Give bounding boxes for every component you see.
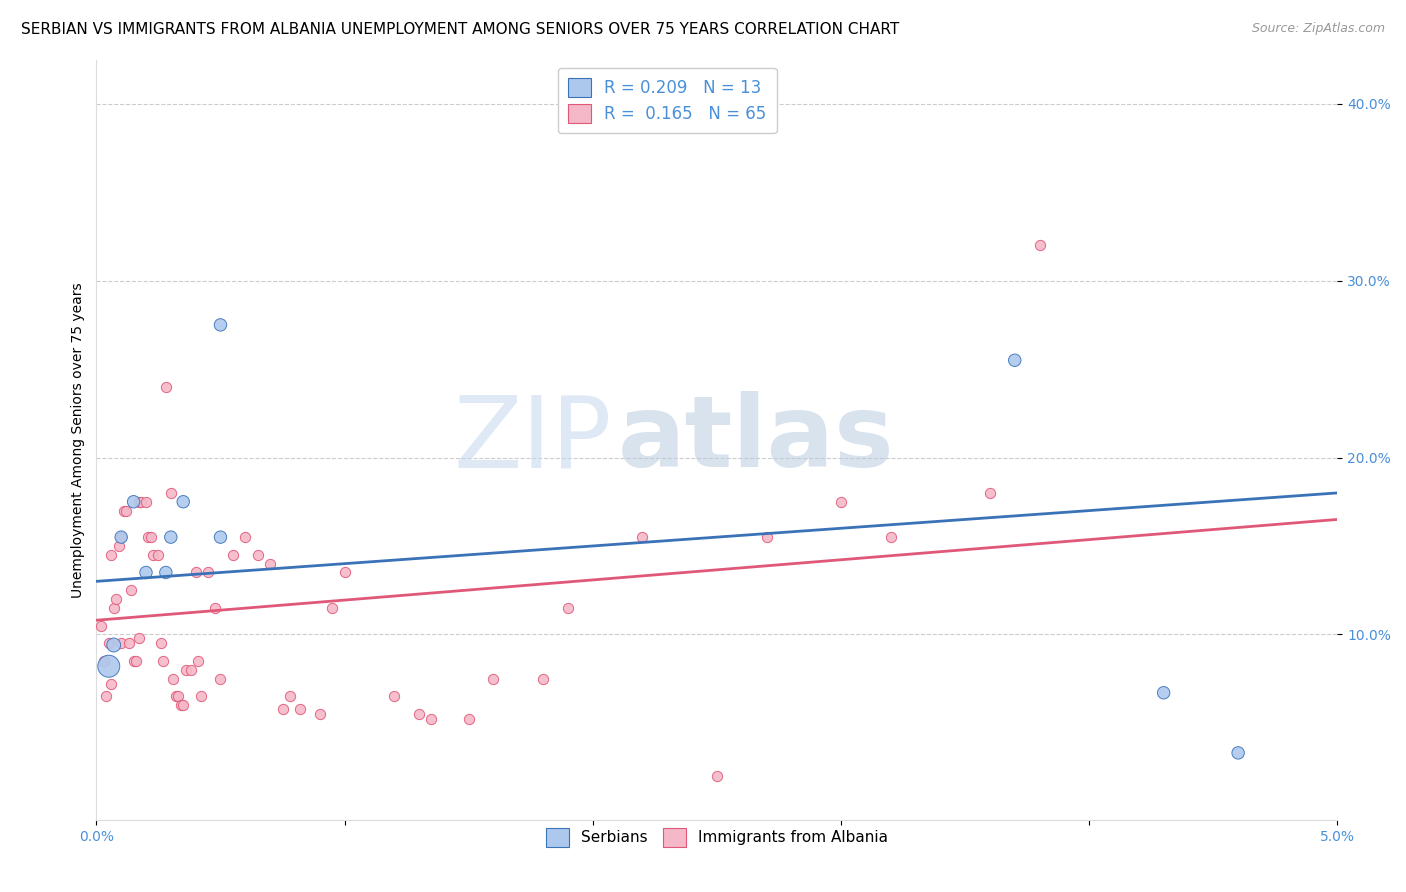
Point bbox=[100, 548, 122, 562]
Point bbox=[180, 663, 202, 677]
Text: atlas: atlas bbox=[617, 392, 894, 488]
Point bbox=[167, 690, 190, 704]
Point bbox=[139, 530, 162, 544]
Point bbox=[172, 495, 194, 509]
Point bbox=[159, 486, 181, 500]
Point bbox=[271, 701, 294, 715]
Point bbox=[96, 690, 118, 704]
Point bbox=[209, 318, 232, 332]
Point bbox=[531, 672, 554, 686]
Point bbox=[105, 592, 128, 607]
Point bbox=[93, 654, 115, 668]
Point bbox=[259, 557, 281, 571]
Point bbox=[333, 566, 356, 580]
Point bbox=[155, 380, 177, 394]
Point bbox=[155, 566, 177, 580]
Y-axis label: Unemployment Among Seniors over 75 years: Unemployment Among Seniors over 75 years bbox=[72, 282, 86, 598]
Point bbox=[115, 503, 138, 517]
Point bbox=[278, 690, 301, 704]
Point bbox=[174, 663, 197, 677]
Point bbox=[408, 706, 430, 721]
Point bbox=[879, 530, 901, 544]
Legend: Serbians, Immigrants from Albania: Serbians, Immigrants from Albania bbox=[538, 821, 896, 855]
Point bbox=[172, 698, 194, 713]
Text: ZIP: ZIP bbox=[453, 392, 612, 488]
Point bbox=[204, 600, 226, 615]
Text: Source: ZipAtlas.com: Source: ZipAtlas.com bbox=[1251, 22, 1385, 36]
Point bbox=[128, 631, 150, 645]
Point bbox=[631, 530, 654, 544]
Point bbox=[1028, 238, 1050, 252]
Text: SERBIAN VS IMMIGRANTS FROM ALBANIA UNEMPLOYMENT AMONG SENIORS OVER 75 YEARS CORR: SERBIAN VS IMMIGRANTS FROM ALBANIA UNEMP… bbox=[21, 22, 900, 37]
Point bbox=[110, 530, 132, 544]
Point bbox=[138, 530, 160, 544]
Point bbox=[184, 566, 207, 580]
Point bbox=[233, 530, 256, 544]
Point bbox=[122, 654, 145, 668]
Point bbox=[170, 698, 193, 713]
Point bbox=[107, 539, 129, 553]
Point bbox=[135, 495, 157, 509]
Point bbox=[110, 530, 132, 544]
Point bbox=[162, 672, 184, 686]
Point bbox=[128, 495, 150, 509]
Point bbox=[159, 530, 181, 544]
Point bbox=[1004, 353, 1026, 368]
Point bbox=[142, 548, 165, 562]
Point bbox=[557, 600, 579, 615]
Point bbox=[420, 712, 443, 726]
Point bbox=[246, 548, 269, 562]
Point bbox=[288, 701, 311, 715]
Point bbox=[209, 530, 232, 544]
Point bbox=[457, 712, 479, 726]
Point bbox=[190, 690, 212, 704]
Point bbox=[222, 548, 245, 562]
Point bbox=[97, 636, 120, 650]
Point bbox=[482, 672, 505, 686]
Point bbox=[90, 618, 112, 632]
Point bbox=[830, 495, 852, 509]
Point bbox=[112, 503, 135, 517]
Point bbox=[120, 583, 142, 598]
Point bbox=[755, 530, 778, 544]
Point bbox=[97, 659, 120, 673]
Point bbox=[308, 706, 330, 721]
Point bbox=[165, 690, 187, 704]
Point bbox=[321, 600, 343, 615]
Point bbox=[129, 495, 152, 509]
Point bbox=[382, 690, 405, 704]
Point bbox=[209, 672, 232, 686]
Point bbox=[110, 636, 132, 650]
Point bbox=[1153, 686, 1175, 700]
Point bbox=[197, 566, 219, 580]
Point bbox=[187, 654, 209, 668]
Point bbox=[979, 486, 1001, 500]
Point bbox=[148, 548, 170, 562]
Point bbox=[706, 769, 728, 783]
Point bbox=[117, 636, 139, 650]
Point bbox=[125, 654, 148, 668]
Point bbox=[100, 677, 122, 691]
Point bbox=[103, 600, 125, 615]
Point bbox=[149, 636, 172, 650]
Point bbox=[122, 495, 145, 509]
Point bbox=[1227, 746, 1250, 760]
Point bbox=[152, 654, 174, 668]
Point bbox=[103, 638, 125, 652]
Point bbox=[135, 566, 157, 580]
